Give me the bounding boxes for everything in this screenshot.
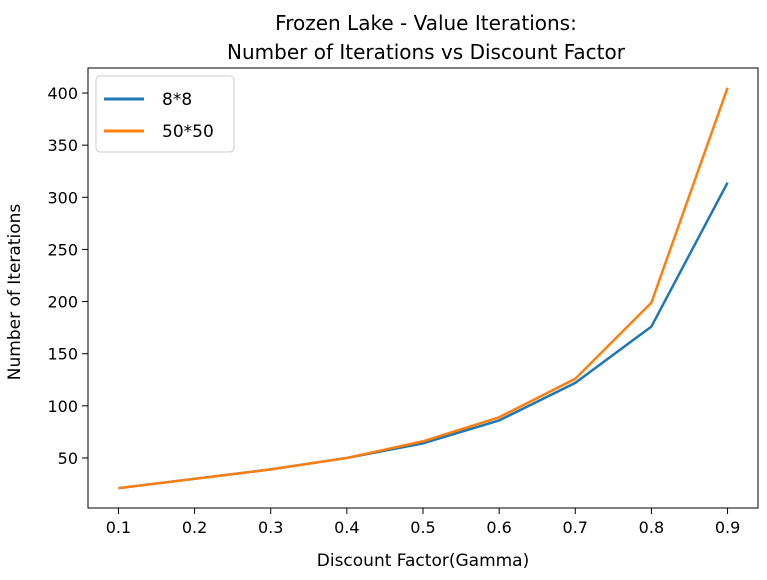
y-tick-label: 350 [47,136,78,155]
x-tick-label: 0.2 [182,518,207,537]
x-tick-label: 0.6 [486,518,511,537]
x-tick-label: 0.7 [563,518,588,537]
x-tick-label: 0.5 [410,518,435,537]
y-axis-ticks: 50 100 150 200 250 300 350 400 [47,84,88,468]
y-tick-label: 100 [47,397,78,416]
y-tick-label: 400 [47,84,78,103]
chart-title: Frozen Lake - Value Iterations: Number o… [227,11,626,64]
y-tick-label: 50 [58,449,78,468]
y-axis-label: Number of Iterations [5,204,25,381]
x-tick-label: 0.1 [106,518,131,537]
x-tick-label: 0.9 [715,518,740,537]
legend-label-8x8: 8*8 [162,90,192,110]
x-tick-label: 0.4 [334,518,359,537]
chart-title-line-2: Number of Iterations vs Discount Factor [227,40,626,64]
x-tick-label: 0.3 [258,518,283,537]
chart-title-line-1: Frozen Lake - Value Iterations: [275,11,577,35]
legend: 8*8 50*50 [96,76,234,152]
y-tick-label: 300 [47,188,78,207]
legend-label-50x50: 50*50 [162,122,214,142]
x-tick-label: 0.8 [639,518,664,537]
y-tick-label: 150 [47,345,78,364]
x-axis-ticks: 0.1 0.2 0.3 0.4 0.5 0.6 0.7 0.8 0.9 [106,508,741,537]
y-tick-label: 250 [47,240,78,259]
x-axis-label: Discount Factor(Gamma) [317,551,529,571]
y-tick-label: 200 [47,293,78,312]
